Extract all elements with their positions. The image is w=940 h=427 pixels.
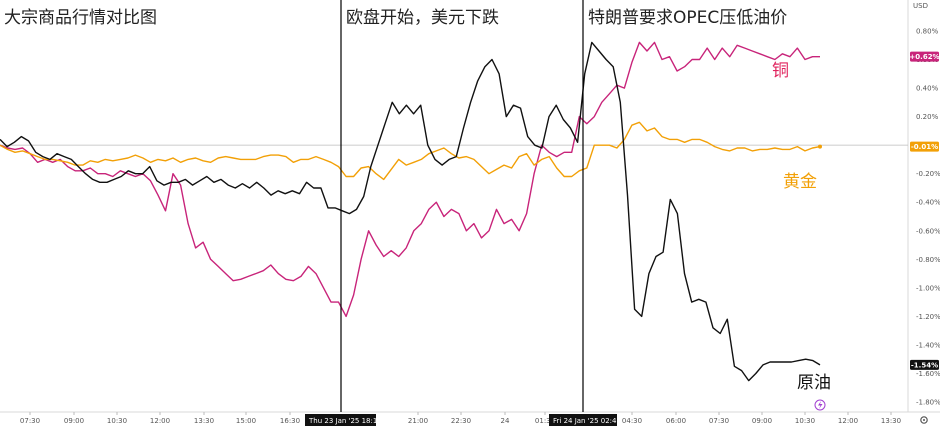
y-tick-label: 0.20% [916, 113, 939, 121]
y-tick-label: -0.20% [916, 170, 940, 178]
x-tick-label: 15:00 [236, 417, 256, 425]
x-tick-label: 07:30 [20, 417, 40, 425]
x-tick-label: 24 [501, 417, 510, 425]
highlight-time-label-1: Thu 23 Jan '25 18:15 [308, 417, 382, 425]
currency-label: USD [913, 2, 928, 10]
price-badge-gold: -0.01% [911, 143, 938, 151]
annotation-europe-open: 欧盘开始，美元下跌 [346, 8, 499, 28]
x-tick-label: 09:00 [64, 417, 84, 425]
series-line-copper [0, 41, 820, 318]
price-badges: +0.62% -0.01% -1.54% [909, 51, 940, 370]
lightning-icon[interactable] [814, 399, 826, 411]
x-tick-label: 13:30 [881, 417, 901, 425]
chart-title: 大宗商品行情对比图 [4, 8, 157, 28]
y-tick-label: 0.80% [916, 28, 939, 36]
price-badge-bg [910, 51, 939, 62]
x-tick-label: 12:00 [150, 417, 170, 425]
series-lines [0, 41, 822, 382]
y-axis-ticks: 0.80%0.60%0.40%0.20%-0.20%-0.40%-0.60%-0… [916, 28, 940, 407]
highlight-time-label-2: Fri 24 Jan '25 02:45 [553, 417, 621, 425]
series-line-gold [0, 121, 821, 181]
x-tick-label: 06:00 [666, 417, 686, 425]
y-tick-label: -1.40% [916, 341, 940, 349]
y-tick-label: -1.60% [916, 370, 940, 378]
price-badge-crude-oil: -1.54% [911, 361, 938, 369]
x-tick-label: 22:30 [451, 417, 471, 425]
gold-last-point [818, 144, 822, 149]
x-tick-label: 16:30 [280, 417, 300, 425]
y-tick-label: -1.00% [916, 284, 940, 292]
price-badge-copper: +0.62% [909, 53, 939, 61]
x-tick-label: 13:30 [194, 417, 214, 425]
x-tick-label: 04:30 [622, 417, 642, 425]
x-tick-label: 01:30 [535, 417, 555, 425]
x-tick-label: 07:30 [709, 417, 729, 425]
y-tick-label: 0.40% [916, 85, 939, 93]
x-tick-label: 09:00 [752, 417, 772, 425]
settings-gear-icon[interactable] [920, 416, 928, 424]
y-tick-label: -0.40% [916, 199, 940, 207]
x-tick-label: 21:00 [408, 417, 428, 425]
series-label-crude-oil: 原油 [797, 373, 831, 393]
price-badge-bg [910, 359, 939, 370]
y-tick-label: -1.20% [916, 313, 940, 321]
y-tick-label: -1.80% [916, 399, 940, 407]
y-tick-label: -0.60% [916, 227, 940, 235]
x-tick-label: 10:30 [795, 417, 815, 425]
x-axis-ticks: 07:30 09:00 10:30 12:00 13:30 15:00 16:30 21:00… [20, 412, 901, 425]
series-line-crude-oil [0, 41, 821, 382]
series-label-gold: 黄金 [783, 172, 817, 192]
series-label-copper: 铜 [772, 61, 789, 81]
price-badge-bg [910, 141, 939, 152]
annotation-trump-opec: 特朗普要求OPEC压低油价 [588, 8, 787, 28]
x-tick-label: 10:30 [107, 417, 127, 425]
highlight-time-box-2 [549, 414, 617, 426]
y-tick-label: -0.80% [916, 256, 940, 264]
x-tick-label: 12:00 [838, 417, 858, 425]
highlight-time-box-1 [305, 414, 376, 426]
